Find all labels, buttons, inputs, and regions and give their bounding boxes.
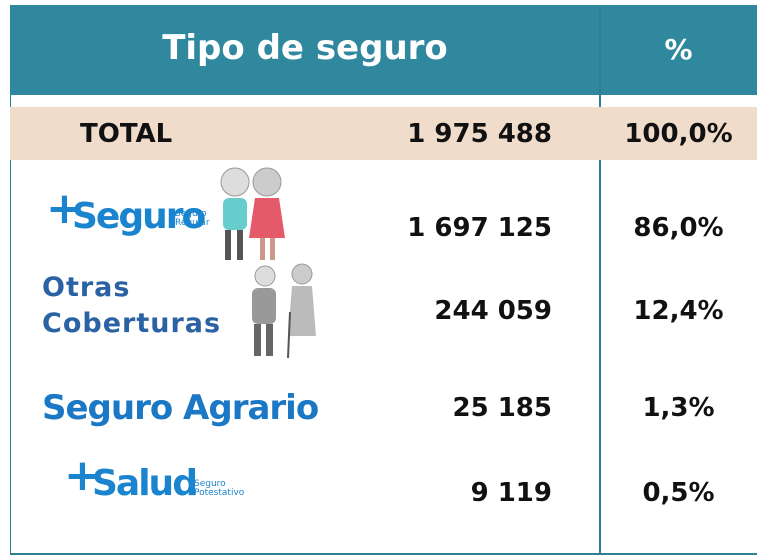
row-count: 9 119 (470, 478, 552, 508)
row-percent: 1,3% (642, 393, 715, 423)
row-count: 1 697 125 (407, 213, 552, 243)
total-percent: 100,0% (624, 119, 733, 149)
row-count: 25 185 (452, 393, 552, 423)
elderly-couple-icon (220, 167, 285, 260)
header-percent: % (664, 33, 693, 66)
elderly-couple-icon (252, 263, 316, 359)
row-subtitle: Seguro Potestativo (194, 479, 245, 498)
plus-icon: + (64, 450, 101, 501)
row-name: Salud (92, 463, 198, 504)
plus-icon: + (46, 183, 83, 234)
header (10, 5, 757, 95)
row-percent: 86,0% (633, 213, 724, 243)
total-count: 1 975 488 (407, 119, 552, 149)
total-label: TOTAL (80, 119, 173, 149)
header-title: Tipo de seguro (162, 28, 448, 68)
row-name: Otras Coberturas (42, 272, 222, 339)
table (10, 5, 757, 555)
row-count: 244 059 (434, 296, 552, 326)
row-name: Seguro Agrario (42, 388, 319, 428)
row-percent: 12,4% (633, 296, 724, 326)
row-name: Seguro (72, 196, 206, 237)
row-subtitle: Seguro Regular (175, 209, 210, 228)
row-percent: 0,5% (642, 478, 715, 508)
total-row (10, 107, 757, 160)
header-divider (599, 5, 601, 555)
